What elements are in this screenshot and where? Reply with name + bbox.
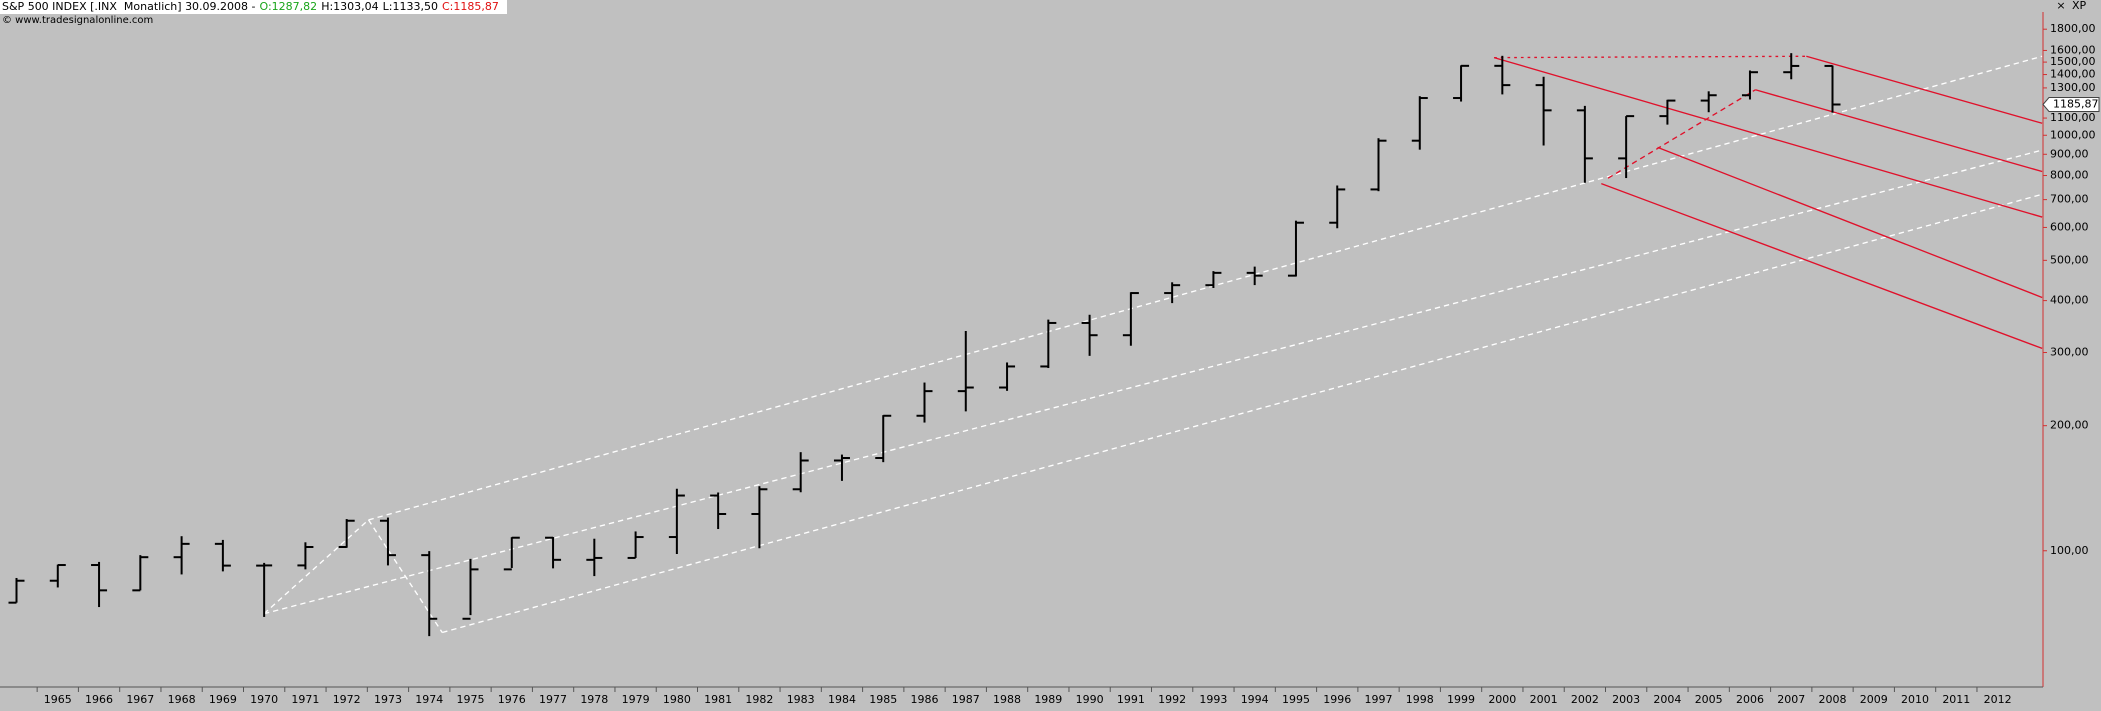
x-tick-label: 2000: [1488, 693, 1516, 706]
y-tick-label: 600,00: [2050, 220, 2089, 233]
x-tick-label: 1971: [291, 693, 319, 706]
x-tick-label: 2001: [1530, 693, 1558, 706]
x-tick-label: 2008: [1819, 693, 1847, 706]
x-tick-label: 1992: [1158, 693, 1186, 706]
x-tick-label: 1981: [704, 693, 732, 706]
x-tick-label: 2007: [1777, 693, 1805, 706]
y-tick-label: 1600,00: [2050, 43, 2096, 56]
trend-line: [367, 519, 443, 633]
x-tick-label: 1976: [498, 693, 526, 706]
x-tick-label: 1989: [1034, 693, 1062, 706]
x-tick-label: 1996: [1323, 693, 1351, 706]
x-tick-label: 1968: [168, 693, 196, 706]
x-tick-label: 1975: [457, 693, 485, 706]
y-axis-strip: [2043, 0, 2101, 711]
last-price-box: [2042, 97, 2100, 113]
x-tick-label: 1988: [993, 693, 1021, 706]
x-tick-label: 1991: [1117, 693, 1145, 706]
y-tick-label: 100,00: [2050, 544, 2089, 557]
pitchfork-handle: [1607, 89, 1756, 179]
y-tick-label: 300,00: [2050, 346, 2089, 359]
corner-label[interactable]: XP: [2072, 0, 2087, 12]
x-tick-label: 1980: [663, 693, 691, 706]
x-tick-label: 1986: [911, 693, 939, 706]
y-tick-label: 1100,00: [2050, 111, 2096, 124]
y-tick-label: 800,00: [2050, 169, 2089, 182]
x-tick-label: 1983: [787, 693, 815, 706]
pitchfork-line: [1601, 182, 2043, 350]
x-tick-label: 1974: [415, 693, 443, 706]
x-tick-label: 2009: [1860, 693, 1888, 706]
x-tick-label: 2002: [1571, 693, 1599, 706]
x-tick-label: 2003: [1612, 693, 1640, 706]
pitchfork-line: [1755, 89, 2043, 173]
trend-line: [368, 55, 2043, 521]
x-tick-label: 1967: [126, 693, 154, 706]
x-tick-label: 1970: [250, 693, 278, 706]
y-tick-label: 900,00: [2050, 147, 2089, 160]
x-tick-label: 1997: [1365, 693, 1393, 706]
x-tick-label: 1994: [1241, 693, 1269, 706]
last-price-label: 1185,87: [2053, 98, 2099, 111]
header: S&P 500 INDEX [.INX Monatlich] 30.09.200…: [0, 0, 507, 14]
x-tick-label: 1993: [1199, 693, 1227, 706]
header-close: C:1185,87: [441, 0, 499, 13]
y-tick-label: 1800,00: [2050, 22, 2096, 35]
y-tick-label: 400,00: [2050, 294, 2089, 307]
source: © www.tradesignalonline.com: [2, 15, 154, 26]
y-tick-label: 1000,00: [2050, 128, 2096, 141]
x-tick-label: 2011: [1942, 693, 1970, 706]
x-tick-label: 2005: [1695, 693, 1723, 706]
x-tick-label: 1973: [374, 693, 402, 706]
x-tick-label: 1999: [1447, 693, 1475, 706]
x-tick-label: 1995: [1282, 693, 1310, 706]
x-tick-label: 1984: [828, 693, 856, 706]
x-tick-label: 2004: [1653, 693, 1681, 706]
header-low: L:1133,50: [382, 0, 438, 13]
x-tick-label: 1979: [622, 693, 650, 706]
y-tick-label: 1500,00: [2050, 55, 2096, 68]
close-button[interactable]: ×: [2056, 0, 2065, 12]
x-tick-label: 1977: [539, 693, 567, 706]
x-tick-label: 1969: [209, 693, 237, 706]
drawing-tools: [263, 55, 2043, 634]
header-high: H:1303,04: [321, 0, 379, 13]
x-tick-label: 1987: [952, 693, 980, 706]
x-tick-label: 1978: [580, 693, 608, 706]
x-tick-label: 1985: [869, 693, 897, 706]
y-tick-label: 200,00: [2050, 419, 2089, 432]
x-tick-label: 1998: [1406, 693, 1434, 706]
x-tick-label: 1972: [333, 693, 361, 706]
pitchfork-handle: [1494, 55, 1807, 59]
x-tick-label: 1965: [44, 693, 72, 706]
y-tick-label: 1300,00: [2050, 81, 2096, 94]
y-tick-label: 1400,00: [2050, 68, 2096, 81]
x-tick-label: 2012: [1984, 693, 2012, 706]
pitchfork-line: [1657, 146, 2043, 299]
x-tick-label: 1982: [745, 693, 773, 706]
header-open: O:1287,82: [259, 0, 318, 13]
x-tick-label: 2006: [1736, 693, 1764, 706]
pitchfork-line: [1493, 56, 2043, 218]
y-tick-label: 700,00: [2050, 193, 2089, 206]
x-tick-label: 1990: [1076, 693, 1104, 706]
trend-line: [263, 519, 369, 615]
trend-line: [442, 193, 2043, 634]
x-tick-label: 2010: [1901, 693, 1929, 706]
trend-line: [263, 149, 2043, 615]
pitchfork-line: [1806, 55, 2043, 124]
x-tick-label: 1966: [85, 693, 113, 706]
header-title: S&P 500 INDEX [.INX Monatlich] 30.09.200…: [2, 0, 256, 13]
y-tick-label: 500,00: [2050, 253, 2089, 266]
